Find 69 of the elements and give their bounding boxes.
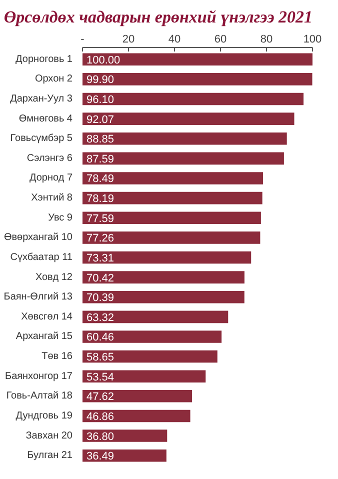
x-tick-label: -: [80, 34, 85, 46]
data-label: 63.32: [86, 312, 114, 324]
bar: [82, 271, 244, 284]
chart-title: Өрсөлдөх чадварын ерөнхий үнэлгээ 2021: [4, 8, 312, 26]
bar: [82, 410, 190, 422]
data-label: 60.46: [86, 332, 114, 344]
bar: [82, 172, 264, 184]
x-tick-label: 100: [303, 34, 322, 46]
data-label: 78.19: [86, 193, 114, 206]
y-tick-label: Өмнөговь 4: [18, 113, 73, 124]
bar: [82, 310, 228, 324]
y-tick-label: Ховд 12: [35, 272, 73, 283]
data-label: 58.65: [86, 352, 114, 364]
data-label: 77.26: [86, 232, 114, 245]
y-tick-label: Увс 9: [48, 212, 73, 224]
x-tick-label: 80: [260, 34, 273, 46]
data-label: 88.85: [86, 134, 114, 146]
data-label: 47.62: [86, 391, 114, 404]
data-label: 77.59: [86, 212, 114, 225]
data-label: 73.31: [86, 252, 114, 264]
bar: [82, 192, 262, 204]
bar: [82, 251, 252, 264]
bar: [82, 390, 192, 402]
bar: [82, 430, 168, 442]
y-tick-label: Дундговь 19: [16, 410, 73, 422]
data-label: 46.86: [86, 410, 114, 423]
x-tick-label: 60: [214, 34, 227, 46]
data-label: 70.39: [86, 292, 114, 304]
bar: [82, 132, 287, 145]
bar: [82, 330, 222, 343]
y-tick-label: Баянхонгор 17: [5, 370, 73, 382]
x-tick-label: 40: [168, 34, 181, 46]
data-label: 87.59: [86, 153, 114, 166]
bar: [82, 370, 206, 382]
data-label: 36.49: [86, 450, 114, 463]
y-tick-label: Баян-Өлгий 13: [4, 292, 73, 303]
y-tick-label: Төв 16: [42, 351, 73, 362]
data-label: 78.49: [86, 173, 114, 186]
y-tick-label: Завхан 20: [26, 430, 73, 442]
bar: [82, 112, 294, 125]
bar: [82, 290, 244, 304]
bar: [82, 53, 312, 66]
y-tick-label: Өвөрхангай 10: [4, 232, 73, 244]
data-label: 96.10: [86, 94, 114, 106]
data-label: 53.54: [86, 371, 114, 384]
y-tick-label: Архангай 15: [16, 331, 73, 342]
y-tick-label: Хэнтий 8: [31, 192, 73, 204]
y-tick-label: Орхон 2: [34, 74, 73, 85]
y-tick-label: Дорнод 7: [29, 172, 73, 184]
bar: [82, 73, 312, 86]
y-tick-label: Дорноговь 1: [16, 54, 73, 65]
bar: [82, 232, 260, 244]
y-tick-label: Сэлэнгэ 6: [26, 152, 73, 164]
y-tick-label: Булган 21: [27, 450, 73, 462]
bar: [82, 92, 304, 106]
x-tick-label: 20: [122, 34, 135, 46]
data-label: 92.07: [86, 114, 114, 126]
data-label: 99.90: [86, 74, 114, 86]
y-tick-label: Говь-Алтай 18: [6, 390, 73, 402]
y-tick-label: Дархан-Уул 3: [10, 94, 73, 105]
bar: [82, 152, 284, 165]
data-label: 100.00: [86, 54, 120, 66]
data-label: 36.80: [86, 430, 114, 443]
bar: [82, 350, 218, 363]
bar: [82, 212, 261, 224]
y-tick-label: Сүхбаатар 11: [10, 252, 73, 263]
data-label: 70.42: [86, 272, 114, 284]
y-tick-label: Говьсүмбэр 5: [10, 133, 73, 144]
y-tick-label: Хөвсгөл 14: [21, 311, 73, 322]
